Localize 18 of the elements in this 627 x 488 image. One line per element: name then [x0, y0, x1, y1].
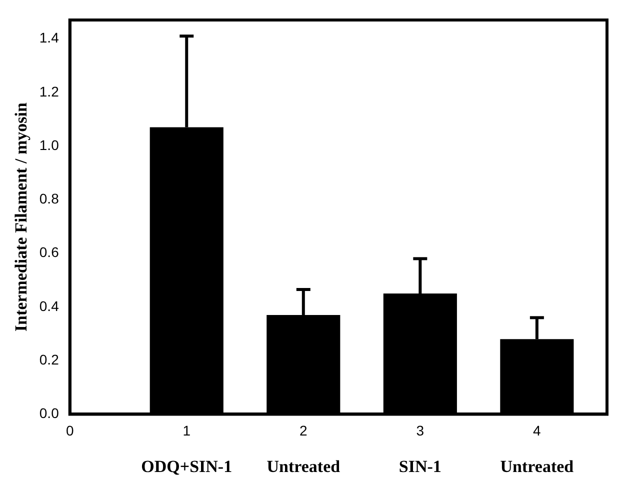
x-tick-label: 4 [533, 422, 542, 438]
text: ODQ+SIN-1 [141, 457, 232, 476]
x-tick-label: 0 [66, 422, 74, 438]
x-tick-label: 2 [300, 422, 308, 438]
x-tick-label: 3 [416, 422, 424, 438]
text: Untreated [266, 457, 341, 476]
y-tick-label: 1.4 [39, 30, 60, 46]
text: SIN-1 [398, 457, 442, 476]
y-tick-label: 0.6 [39, 244, 60, 260]
y-tick-label: 0.2 [39, 351, 60, 368]
y-tick-label: 1.2 [39, 83, 60, 100]
y-tick-label: 0.8 [39, 190, 60, 207]
y-tick-label: 0.0 [39, 405, 60, 422]
text: Untreated [500, 457, 574, 476]
y-tick-label: 0.4 [39, 298, 60, 314]
x-tick-label: 1 [182, 422, 191, 438]
y-axis-title: Intermediate Filament / myosin [12, 102, 31, 332]
y-tick-label: 1.0 [39, 136, 60, 153]
